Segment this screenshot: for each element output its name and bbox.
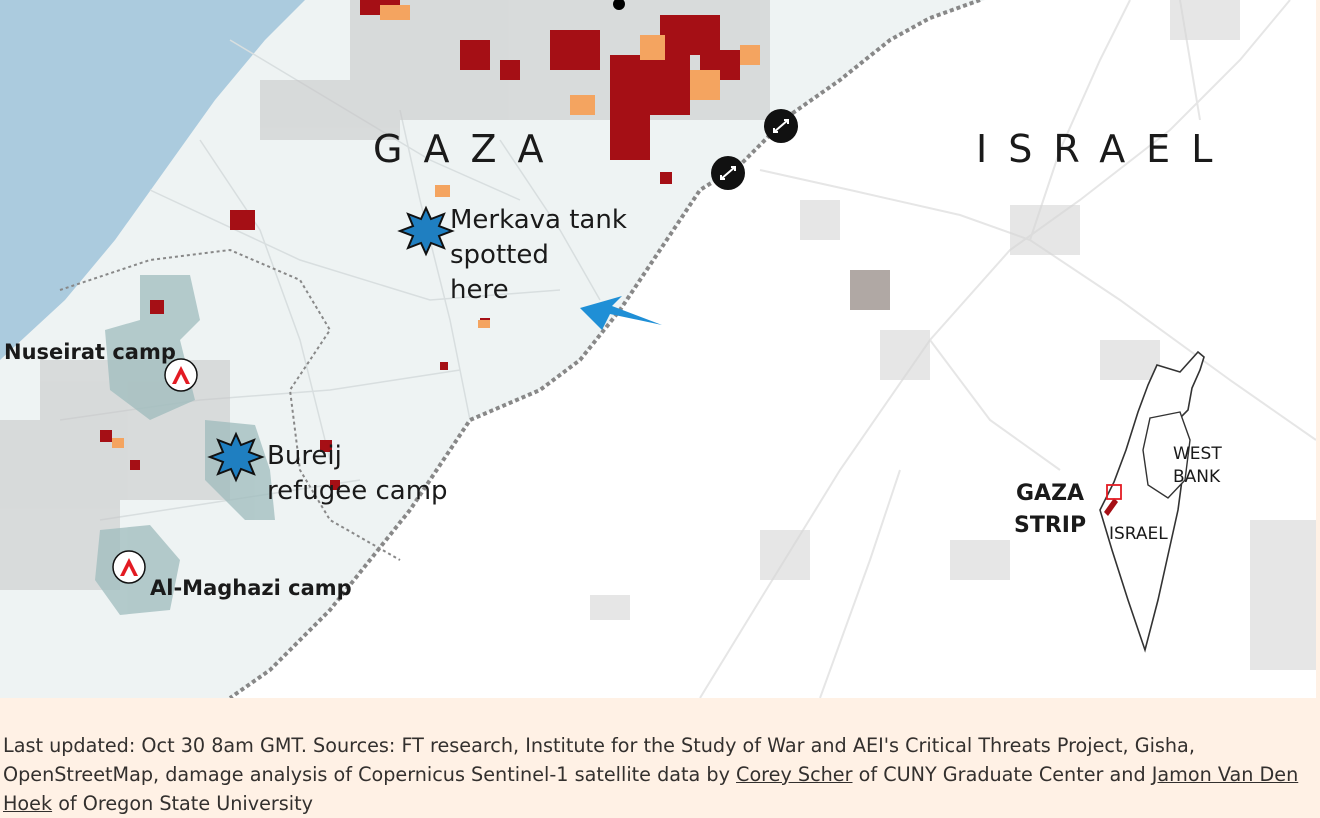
camp-marker-icon	[164, 358, 198, 392]
svg-text:GAZA STRIP: GAZA STRIP	[1014, 481, 1092, 538]
footer-text: Last updated: Oct 30 8am GMT. Sources: F…	[3, 734, 1195, 786]
governorate-border	[59, 248, 401, 561]
tank-annotation: Merkava tank spotted here	[450, 205, 635, 305]
svg-text:WEST BANK: WEST BANK	[1173, 444, 1227, 487]
camp-label-maghazi: Al-Maghazi camp	[150, 576, 352, 600]
footer-text: of Oregon State University	[52, 792, 314, 815]
moderate-damage	[112, 5, 760, 448]
footer-text: of CUNY Graduate Center and	[852, 763, 1152, 786]
region-label-israel: ISRAEL	[976, 127, 1233, 171]
direction-arrow-icon	[580, 296, 662, 330]
explosion-icon	[397, 205, 455, 257]
inset-label-gaza-strip: STRIP	[1014, 513, 1086, 538]
region-label-gaza: GAZA	[373, 127, 564, 171]
camp-label-nuseirat: Nuseirat camp	[4, 340, 176, 364]
inset-label-gaza-strip: GAZA	[1016, 481, 1084, 506]
bureij-annotation: Bureij refugee camp	[267, 441, 448, 506]
inset-label-west-bank: WEST	[1173, 444, 1222, 464]
map-source-footer: Last updated: Oct 30 8am GMT. Sources: F…	[3, 731, 1317, 818]
inset-gaza-strip	[1104, 498, 1118, 516]
inset-locator-box	[1106, 484, 1122, 500]
inset-map: GAZA STRIP WEST BANK ISRAEL	[1014, 350, 1227, 653]
israel-settlements	[590, 0, 1316, 670]
sea	[0, 0, 305, 360]
inset-label-israel: ISRAEL	[1109, 524, 1168, 544]
inset-label-west-bank: BANK	[1173, 467, 1221, 487]
explosion-icon	[207, 431, 265, 483]
crossing-icon	[764, 109, 798, 143]
map: GAZA ISRAEL Merkava tank spotted here Bu…	[0, 0, 1316, 698]
crossing-icon	[711, 156, 745, 190]
link-jamon-van-den-hoek[interactable]: Jamon Van Den Hoek	[3, 763, 1299, 815]
camp-marker-icon	[112, 550, 146, 584]
gaza-roads	[59, 39, 601, 521]
link-corey-scher[interactable]: Corey Scher	[736, 763, 853, 786]
city-marker	[613, 0, 625, 10]
inset-west-bank	[1142, 411, 1191, 499]
gaza-strip-land	[0, 0, 985, 698]
